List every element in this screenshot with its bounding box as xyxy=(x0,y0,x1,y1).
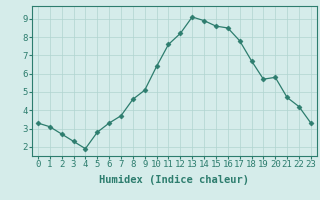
X-axis label: Humidex (Indice chaleur): Humidex (Indice chaleur) xyxy=(100,175,249,185)
